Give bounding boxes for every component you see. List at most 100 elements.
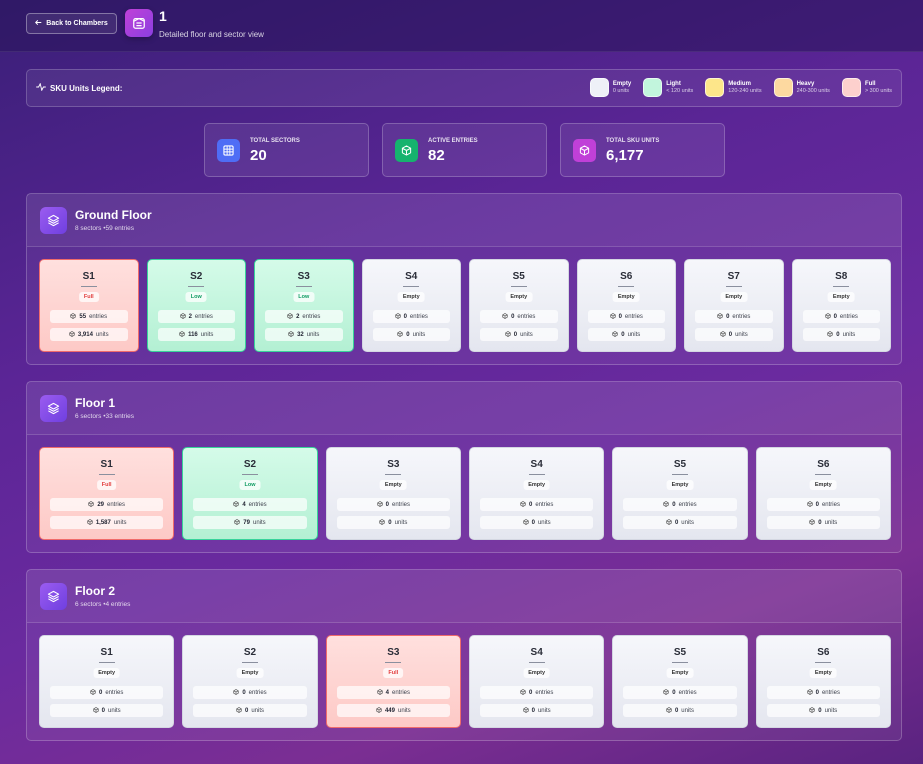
- sector-status-badge: Empty: [93, 668, 121, 678]
- sector-units-label: units: [537, 707, 551, 714]
- sector-entries-value: 0: [672, 501, 676, 508]
- sector-entries-label: entries: [732, 313, 751, 320]
- sector-entries-value: 0: [98, 689, 103, 696]
- cube-icon: [827, 330, 833, 339]
- sector-name: S3: [387, 647, 400, 658]
- sector-divider: [528, 662, 545, 663]
- sector-card[interactable]: S5 Empty 0 entries 0 units: [612, 447, 748, 540]
- sector-name: S5: [512, 271, 525, 282]
- chamber-subtitle: Detailed floor and sector view: [159, 30, 264, 39]
- sector-units-label: units: [735, 331, 748, 338]
- sector-name: S1: [100, 459, 113, 470]
- sector-entries: 0 entries: [480, 310, 558, 323]
- sector-card[interactable]: S6 Empty 0 entries 0 units: [576, 259, 676, 352]
- sector-card[interactable]: S2 Empty 0 entries 0 units: [182, 635, 318, 728]
- cube-icon: [717, 312, 723, 321]
- sector-entries-value: 0: [511, 313, 515, 320]
- floor-entries-count: 4 entries: [105, 601, 131, 608]
- sector-card[interactable]: S3 Low 2 entries 32 units: [254, 259, 354, 352]
- legend-item-light: Light < 120 units: [643, 78, 693, 97]
- legend-item-heavy: Heavy 240-300 units: [773, 78, 830, 97]
- sector-card[interactable]: S1 Full 29 entries 1,587 units: [39, 447, 175, 540]
- stat-card-total-sku-units: TOTAL SKU UNITS 6,177: [560, 123, 725, 177]
- stat-card-active-entries: ACTIVE ENTRIES 82: [382, 123, 547, 177]
- cube-icon: [824, 312, 831, 321]
- floor-sectors-count: 6 sectors: [75, 601, 102, 608]
- sector-status-badge: Empty: [827, 292, 855, 302]
- sector-entries: 4 entries: [193, 498, 307, 511]
- sector-card[interactable]: S2 Low 2 entries 116 units: [146, 259, 246, 352]
- sector-units-label: units: [537, 519, 551, 526]
- sector-name: S6: [817, 459, 830, 470]
- sku-legend: SKU Units Legend: Empty 0 units Light < …: [26, 69, 902, 107]
- sector-units-label: units: [824, 707, 838, 714]
- sector-units-label: units: [394, 519, 408, 526]
- sector-entries-label: entries: [107, 501, 126, 508]
- sector-units-value: 0: [101, 707, 105, 714]
- grid-icon: [217, 139, 240, 162]
- cube-icon: [379, 518, 385, 527]
- sector-units-label: units: [200, 331, 214, 338]
- sector-name: S3: [297, 271, 310, 282]
- sector-card[interactable]: S7 Empty 0 entries 0 units: [684, 259, 784, 352]
- sector-entries: 0 entries: [336, 498, 450, 511]
- sector-entries-label: entries: [89, 313, 108, 320]
- sector-name: S4: [530, 647, 543, 658]
- sector-units: 0 units: [479, 516, 594, 529]
- sector-units-value: 0: [818, 707, 822, 714]
- sector-units-value: 79: [243, 519, 250, 526]
- floor-sectors-count: 6 sectors: [75, 413, 102, 420]
- chamber-title: 1: [159, 8, 167, 24]
- sector-units: 1,587 units: [50, 516, 164, 529]
- sector-entries-value: 4: [242, 501, 246, 508]
- sector-status-badge: Empty: [236, 668, 264, 678]
- sector-card[interactable]: S6 Empty 0 entries 0 units: [755, 447, 891, 540]
- cube-icon: [395, 139, 418, 162]
- sector-entries: 4 entries: [336, 686, 450, 699]
- sector-units-label: units: [252, 519, 266, 526]
- legend-text: Light < 120 units: [666, 81, 693, 94]
- sector-units-label: units: [412, 331, 426, 338]
- sector-units-value: 0: [818, 519, 822, 526]
- cube-icon: [666, 706, 672, 715]
- sector-divider: [241, 662, 258, 663]
- cube-icon: [69, 330, 75, 339]
- sector-divider: [510, 286, 527, 287]
- sector-card[interactable]: S8 Empty 0 entries 0 units: [791, 259, 891, 352]
- cube-icon: [807, 500, 813, 509]
- sector-entries-label: entries: [302, 313, 321, 320]
- floor-meta-separator: •: [103, 601, 106, 608]
- sector-card[interactable]: S6 Empty 0 entries 0 units: [755, 635, 891, 728]
- sector-units-value: 0: [531, 519, 535, 526]
- legend-swatch: [705, 78, 725, 97]
- sector-card[interactable]: S4 Empty 0 entries 0 units: [468, 635, 605, 728]
- floor-meta-separator: •: [103, 225, 106, 232]
- sector-entries-value: 55: [79, 313, 87, 320]
- sector-entries: 0 entries: [50, 686, 164, 699]
- sector-units-label: units: [251, 707, 264, 714]
- back-to-chambers-button[interactable]: Back to Chambers: [26, 13, 117, 34]
- cube-icon: [179, 312, 186, 321]
- sector-card[interactable]: S4 Empty 0 entries 0 units: [468, 447, 605, 540]
- sector-card[interactable]: S1 Full 55 entries 3,914 units: [39, 259, 139, 352]
- legend-title: SKU Units Legend:: [36, 82, 122, 93]
- sector-units: 0 units: [587, 328, 665, 341]
- sector-divider: [188, 286, 205, 287]
- cube-icon: [573, 139, 596, 162]
- sector-card[interactable]: S4 Empty 0 entries 0 units: [361, 259, 461, 352]
- sector-card[interactable]: S1 Empty 0 entries 0 units: [39, 635, 175, 728]
- sector-card[interactable]: S3 Empty 0 entries 0 units: [325, 447, 461, 540]
- sector-entries-value: 4: [385, 689, 389, 696]
- legend-swatch: [643, 78, 663, 97]
- sector-card[interactable]: S5 Empty 0 entries 0 units: [469, 259, 569, 352]
- sector-units-value: 0: [621, 331, 625, 338]
- sector-entries-value: 0: [815, 689, 819, 696]
- sector-entries-value: 0: [833, 313, 837, 320]
- sector-card[interactable]: S5 Empty 0 entries 0 units: [612, 635, 748, 728]
- legend-item-name: Full: [864, 80, 876, 87]
- cube-icon: [288, 330, 294, 339]
- sector-entries-label: entries: [391, 689, 410, 696]
- sector-card[interactable]: S3 Full 4 entries 449 units: [325, 635, 461, 728]
- floor-name: Floor 2: [75, 584, 116, 598]
- sector-card[interactable]: S2 Low 4 entries 79 units: [182, 447, 318, 540]
